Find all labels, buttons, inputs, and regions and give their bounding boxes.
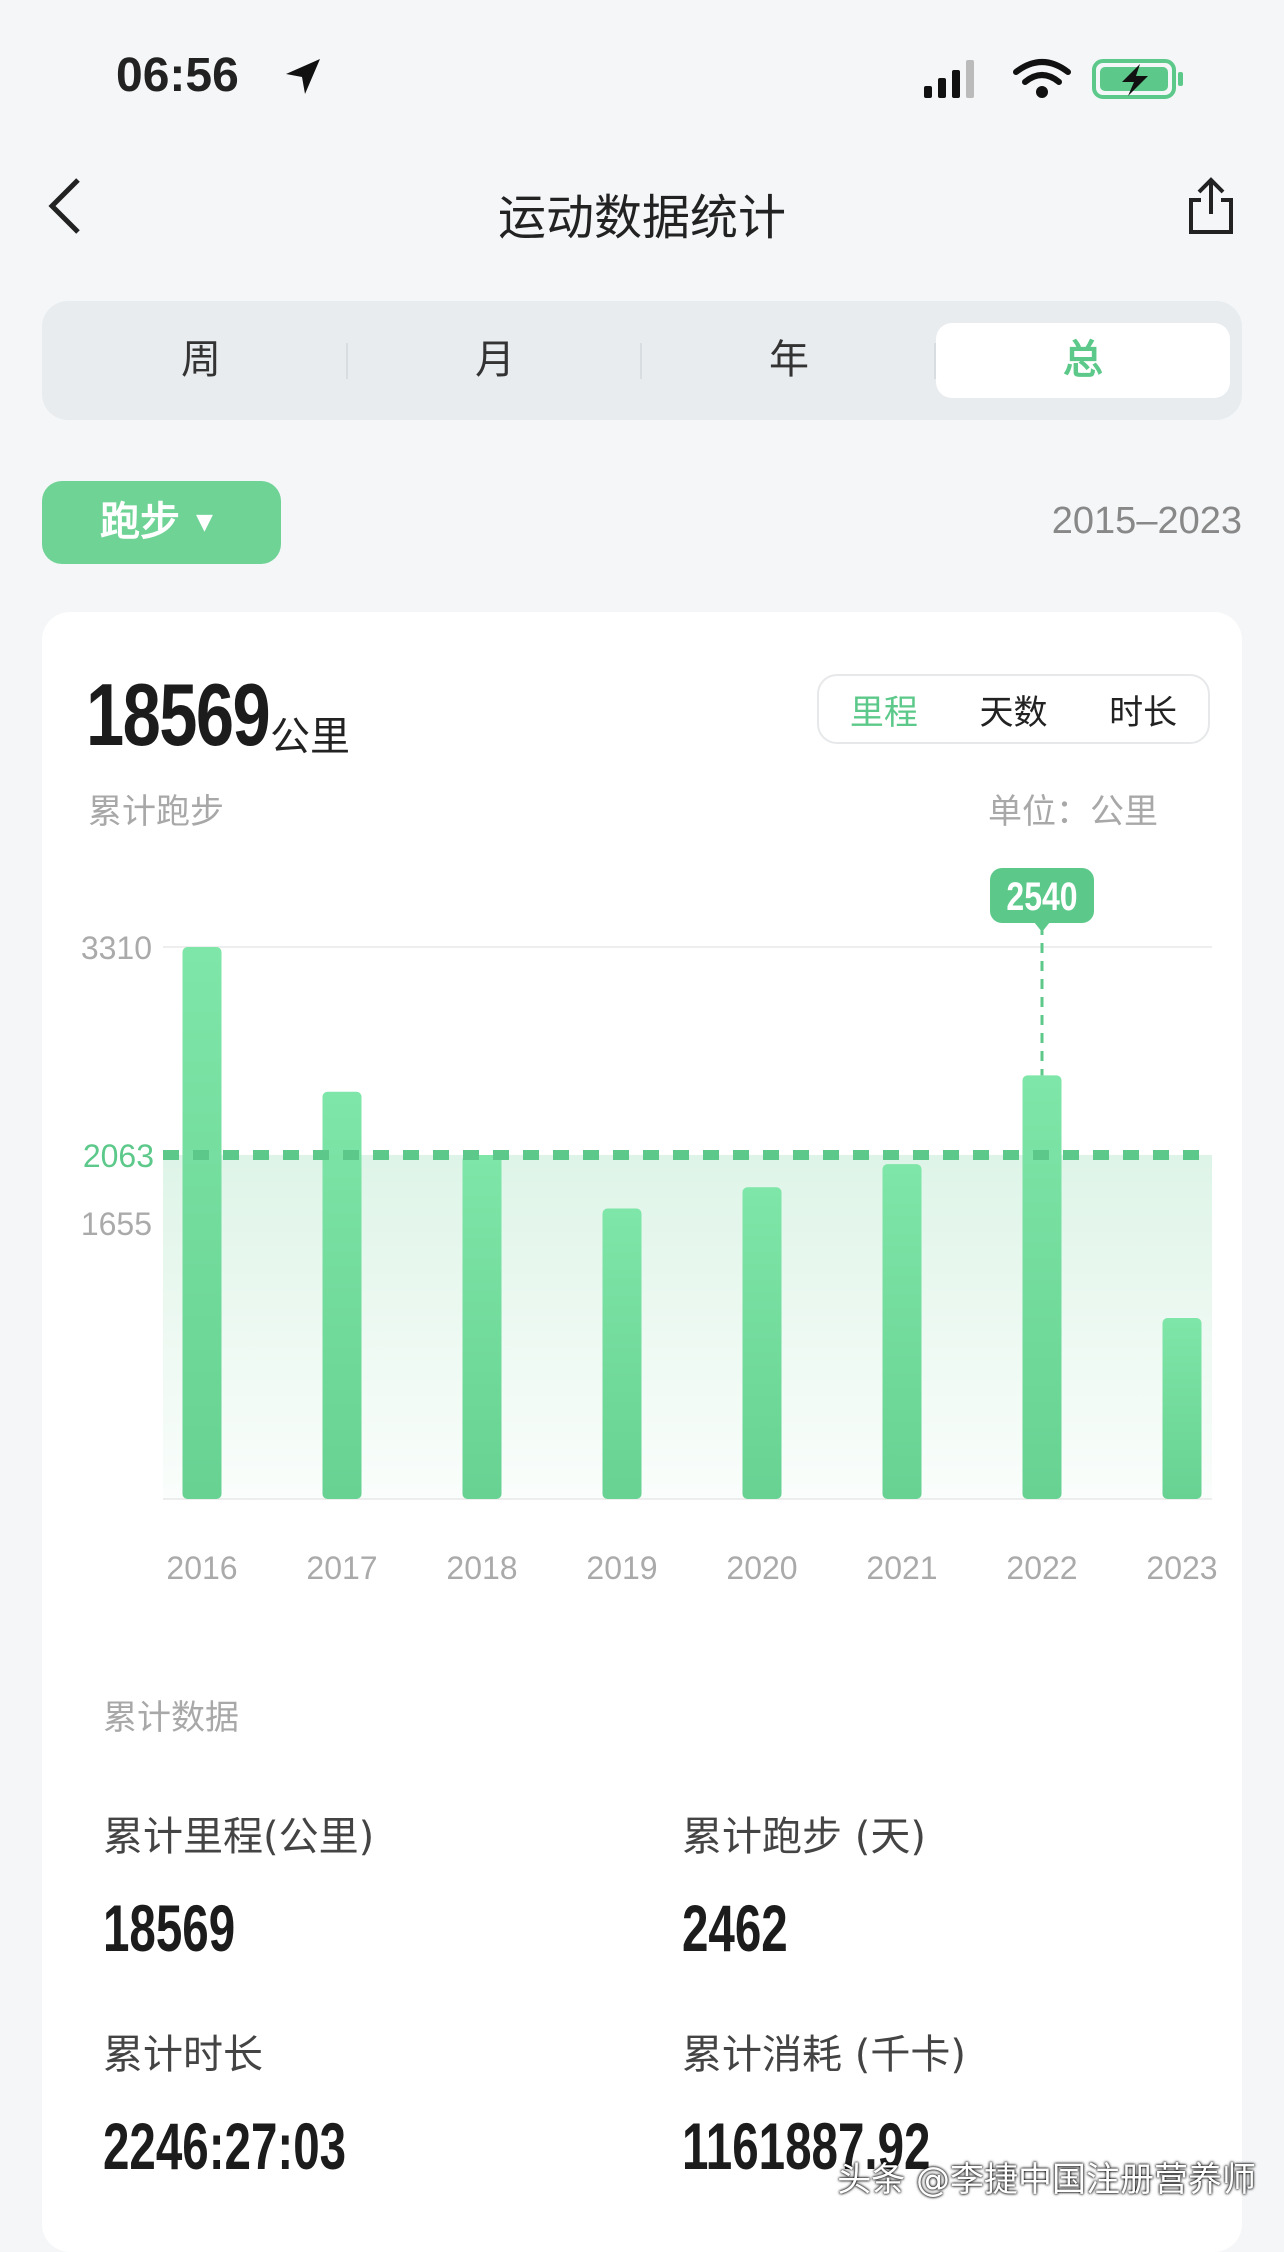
battery-charging-icon — [1092, 59, 1183, 99]
x-tick-label: 2020 — [726, 1550, 797, 1586]
stats-title: 累计数据 — [103, 1698, 239, 1738]
tooltip-pointer — [1034, 922, 1050, 932]
back-button[interactable] — [44, 176, 84, 236]
metric-tab-days[interactable]: 天数 — [979, 692, 1048, 733]
x-tick-label: 2018 — [446, 1550, 517, 1586]
stat-value: 18569 — [103, 1891, 236, 1965]
highlight-value: 2540 — [1006, 874, 1077, 919]
tab-month[interactable]: 月 — [348, 323, 642, 398]
signal-icon — [924, 60, 974, 98]
stat-value: 2246:27:03 — [103, 2109, 347, 2183]
bar-2017 — [322, 1091, 362, 1499]
bar-chart: 3310 1655 2016 2017 2018 2019 2020 2021 2022 2540… — [81, 868, 1218, 1586]
page-title: 运动数据统计 — [497, 190, 786, 246]
stat-value: 2462 — [682, 1891, 788, 1965]
highlight-tooltip — [990, 868, 1094, 923]
bar-2020 — [742, 1187, 782, 1499]
summary-caption: 累计跑步 — [88, 792, 224, 832]
bar-2023 — [1162, 1318, 1202, 1499]
y-tick-label: 1655 — [81, 1206, 152, 1242]
watermark: 头条 @李捷中国注册营养师 — [837, 2160, 1256, 2200]
bar-2018 — [462, 1154, 502, 1499]
location-arrow-icon — [286, 59, 320, 94]
x-tick-label: 2017 — [306, 1550, 377, 1586]
tab-year[interactable]: 年 — [642, 323, 936, 398]
metric-tab-distance[interactable]: 里程 — [849, 692, 918, 733]
bar-2016 — [182, 947, 222, 1499]
unit-label: 单位：公里 — [988, 792, 1158, 832]
stat-label: 累计里程(公里) — [103, 1814, 375, 1860]
stat-label: 累计时长 — [103, 2032, 263, 2078]
x-tick-label: 2019 — [586, 1550, 657, 1586]
total-unit: 公里 — [270, 714, 350, 760]
stat-value: 1161887.92 — [682, 2109, 931, 2183]
status-icons — [924, 59, 1183, 99]
stat-label: 累计消耗 (千卡) — [682, 2032, 966, 2078]
stat-label: 累计跑步 (天) — [682, 1814, 926, 1860]
bar-2021 — [882, 1164, 922, 1499]
date-range: 2015–2023 — [1051, 500, 1242, 542]
total-distance: 18569 — [86, 665, 271, 764]
x-tick-label: 2016 — [166, 1550, 237, 1586]
period-tabs: 周 月 年 总 — [42, 301, 1242, 420]
y-tick-label: 3310 — [81, 930, 152, 966]
tab-week[interactable]: 周 — [54, 323, 348, 398]
share-button[interactable] — [1186, 176, 1236, 236]
x-tick-label: 2023 — [1146, 1550, 1217, 1586]
metric-tabs: 里程 天数 时长 — [817, 674, 1210, 744]
average-label: 2063 — [83, 1138, 154, 1174]
bar-2022 — [1022, 1075, 1062, 1499]
x-tick-label: 2022 — [1006, 1550, 1077, 1586]
bar-2019 — [602, 1208, 642, 1499]
sport-select-value: 跑步 — [100, 499, 180, 545]
sport-select[interactable]: 跑步 ▼ — [42, 481, 281, 564]
caret-down-icon: ▼ — [196, 510, 213, 535]
metric-tab-duration[interactable]: 时长 — [1109, 692, 1178, 733]
status-time: 06:56 — [116, 49, 239, 102]
tab-total[interactable]: 总 — [936, 323, 1230, 398]
wifi-icon — [1013, 59, 1071, 98]
x-tick-label: 2021 — [866, 1550, 937, 1586]
